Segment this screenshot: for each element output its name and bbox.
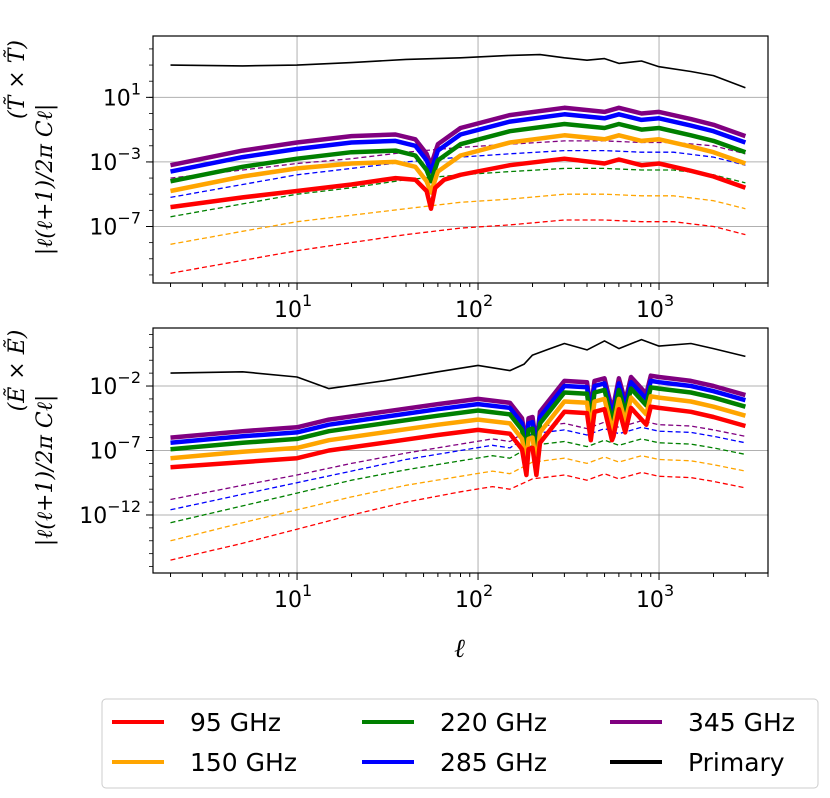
x-tick-label: 102 bbox=[455, 291, 493, 323]
y-tick-exponent: −7 bbox=[117, 208, 141, 227]
x-tick-base: 10 bbox=[455, 588, 483, 613]
legend-label-95-ghz: 95 GHz bbox=[190, 708, 281, 737]
series-line-150-ghz-foreground bbox=[170, 455, 746, 542]
series-line-285-ghz-foreground bbox=[170, 149, 746, 199]
x-tick-exponent: 3 bbox=[664, 581, 674, 600]
series-line-150-ghz-foreground bbox=[170, 193, 746, 245]
y-tick-label: 101 bbox=[103, 79, 141, 111]
series-line-150-ghz bbox=[170, 394, 747, 467]
series-line-primary bbox=[170, 53, 746, 89]
top-panel-series bbox=[170, 53, 747, 274]
x-tick-label: 101 bbox=[274, 291, 312, 323]
series-line-220-ghz-foreground bbox=[170, 438, 746, 524]
y-tick-base: 10 bbox=[103, 86, 131, 111]
top-panel-x-ticks: 101 102 103 bbox=[170, 283, 769, 323]
bottom-panel-ee: 101 102 103 10−210−710−12 |ℓ(ℓ+1)/2π Cℓ|(Ẽ… bbox=[2, 327, 769, 664]
y-axis-label-text: |ℓ(ℓ+1)/2π Cℓ| bbox=[33, 104, 58, 256]
y-tick-exponent: −12 bbox=[107, 497, 141, 516]
x-tick-exponent: 3 bbox=[664, 291, 674, 310]
x-axis-label: ℓ bbox=[454, 634, 465, 664]
y-axis-label-spectrum: (T̃ × T̃) bbox=[4, 40, 30, 119]
x-tick-base: 10 bbox=[274, 298, 302, 323]
x-tick-exponent: 2 bbox=[483, 581, 493, 600]
bottom-panel-y-ticks: 10−210−710−12 bbox=[79, 334, 153, 567]
y-tick-exponent: −7 bbox=[117, 433, 141, 452]
bottom-panel-y-label: |ℓ(ℓ+1)/2π Cℓ|(Ẽ × Ẽ) bbox=[2, 330, 58, 547]
y-axis-label: |ℓ(ℓ+1)/2π Cℓ|(Ẽ × Ẽ) bbox=[2, 330, 58, 547]
legend: 95 GHz 150 GHz 220 GHz 285 GHz 345 GHz Primar… bbox=[101, 698, 819, 789]
top-panel-grid bbox=[153, 36, 768, 283]
x-tick-base: 10 bbox=[636, 588, 664, 613]
legend-label-285-ghz: 285 GHz bbox=[440, 748, 547, 777]
top-panel-y-label: |ℓ(ℓ+1)/2π Cℓ|(T̃ × T̃) bbox=[4, 40, 58, 255]
legend-label-primary: Primary bbox=[688, 748, 785, 777]
x-tick-label: 103 bbox=[636, 291, 674, 323]
x-tick-base: 10 bbox=[636, 298, 664, 323]
series-line-220-ghz bbox=[170, 121, 747, 184]
y-axis-label: |ℓ(ℓ+1)/2π Cℓ|(T̃ × T̃) bbox=[4, 40, 58, 255]
series-line-345-ghz bbox=[170, 105, 747, 168]
x-tick-exponent: 2 bbox=[483, 291, 493, 310]
series-line-95-ghz-foreground bbox=[170, 219, 746, 274]
y-tick-label: 10−3 bbox=[89, 144, 141, 176]
series-line-primary bbox=[170, 338, 746, 390]
x-tick-base: 10 bbox=[274, 588, 302, 613]
y-tick-exponent: −3 bbox=[117, 144, 141, 163]
legend-label-150-ghz: 150 GHz bbox=[190, 748, 297, 777]
x-tick-label: 103 bbox=[636, 581, 674, 613]
bottom-panel-x-label: ℓ bbox=[454, 634, 465, 664]
y-tick-base: 10 bbox=[89, 151, 117, 176]
x-tick-label: 101 bbox=[274, 581, 312, 613]
x-tick-exponent: 1 bbox=[302, 581, 312, 600]
bottom-panel-x-ticks: 101 102 103 bbox=[170, 573, 769, 613]
y-tick-label: 10−12 bbox=[79, 497, 141, 529]
series-line-285-ghz bbox=[170, 112, 747, 174]
legend-label-345-ghz: 345 GHz bbox=[688, 708, 795, 737]
bottom-panel-grid bbox=[153, 328, 768, 573]
series-line-95-ghz bbox=[170, 404, 747, 478]
y-tick-base: 10 bbox=[79, 504, 107, 529]
y-tick-base: 10 bbox=[89, 215, 117, 240]
y-tick-base: 10 bbox=[89, 375, 117, 400]
y-tick-exponent: 1 bbox=[131, 79, 141, 98]
series-line-95-ghz bbox=[170, 156, 747, 211]
series-line-220-ghz-foreground bbox=[170, 167, 746, 218]
y-tick-label: 10−7 bbox=[89, 433, 141, 465]
legend-label-220-ghz: 220 GHz bbox=[440, 708, 547, 737]
y-axis-label-text: |ℓ(ℓ+1)/2π Cℓ| bbox=[33, 395, 58, 547]
top-panel-frame bbox=[152, 35, 769, 284]
series-line-345-ghz-foreground bbox=[170, 420, 746, 501]
series-line-95-ghz-foreground bbox=[170, 471, 746, 561]
y-tick-base: 10 bbox=[89, 440, 117, 465]
series-line-150-ghz bbox=[170, 133, 747, 195]
x-tick-base: 10 bbox=[455, 298, 483, 323]
y-tick-label: 10−7 bbox=[89, 208, 141, 240]
x-tick-exponent: 1 bbox=[302, 291, 312, 310]
y-tick-label: 10−2 bbox=[89, 368, 141, 400]
x-tick-label: 102 bbox=[455, 581, 493, 613]
y-tick-exponent: −2 bbox=[117, 368, 141, 387]
bottom-panel-series bbox=[170, 338, 747, 561]
y-axis-label-spectrum: (Ẽ × Ẽ) bbox=[2, 330, 30, 412]
